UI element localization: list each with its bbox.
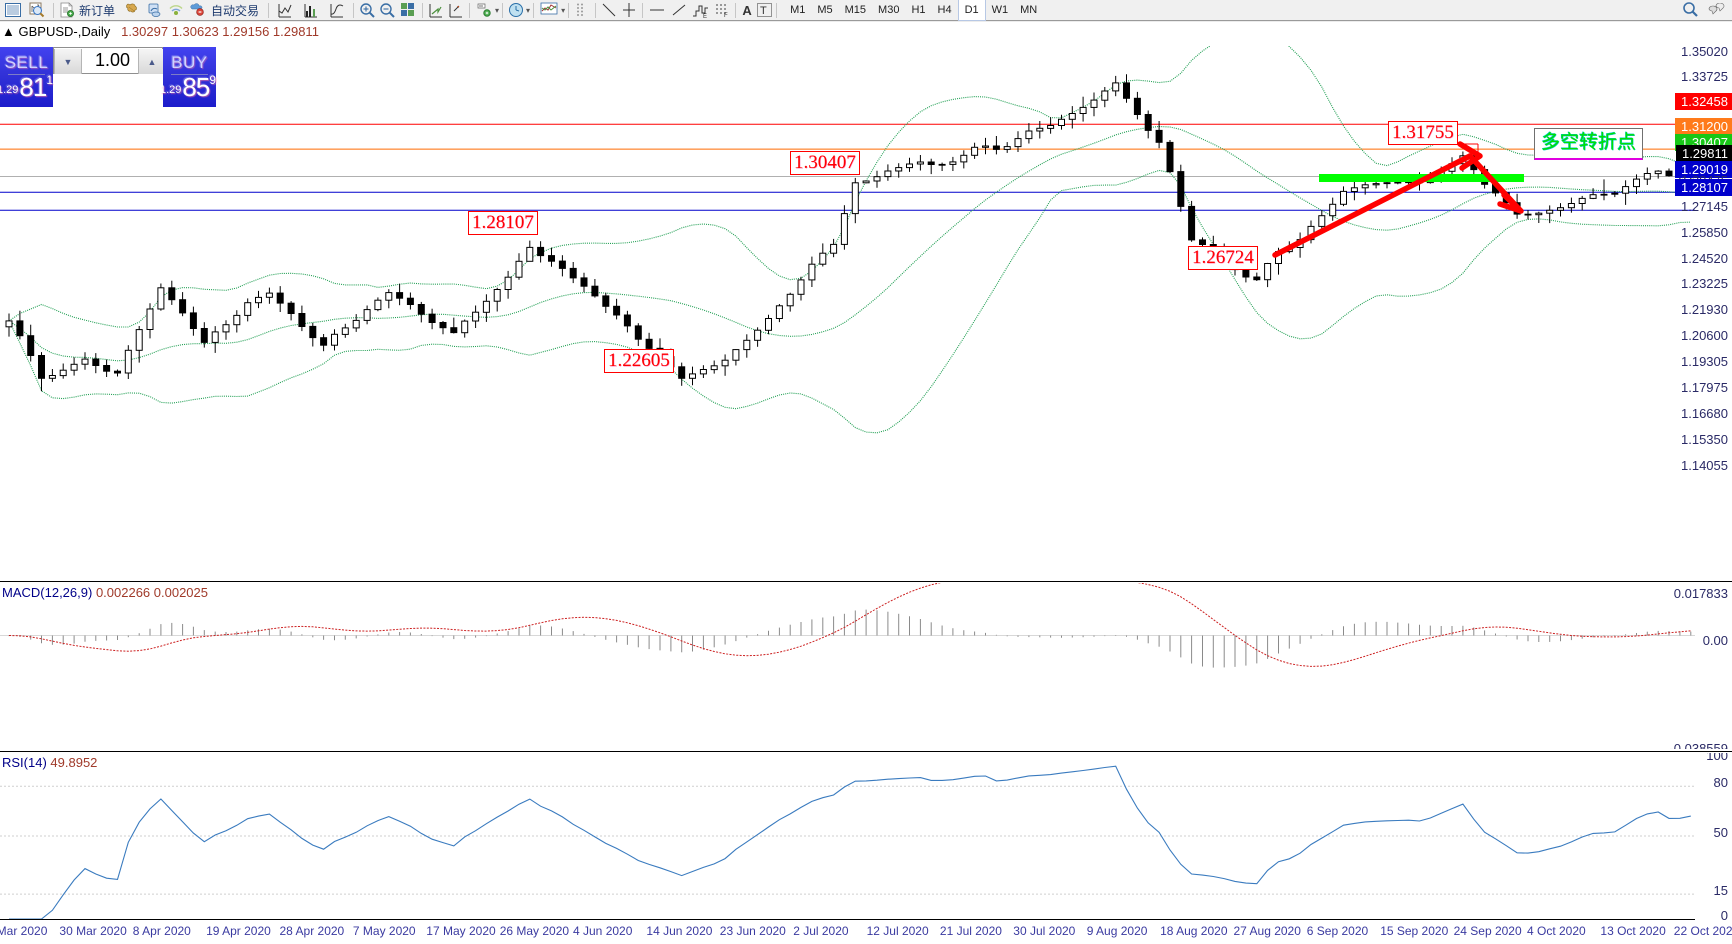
svg-text:T: T: [760, 5, 767, 17]
svg-text:E: E: [703, 14, 707, 18]
svg-text:F: F: [724, 13, 728, 17]
